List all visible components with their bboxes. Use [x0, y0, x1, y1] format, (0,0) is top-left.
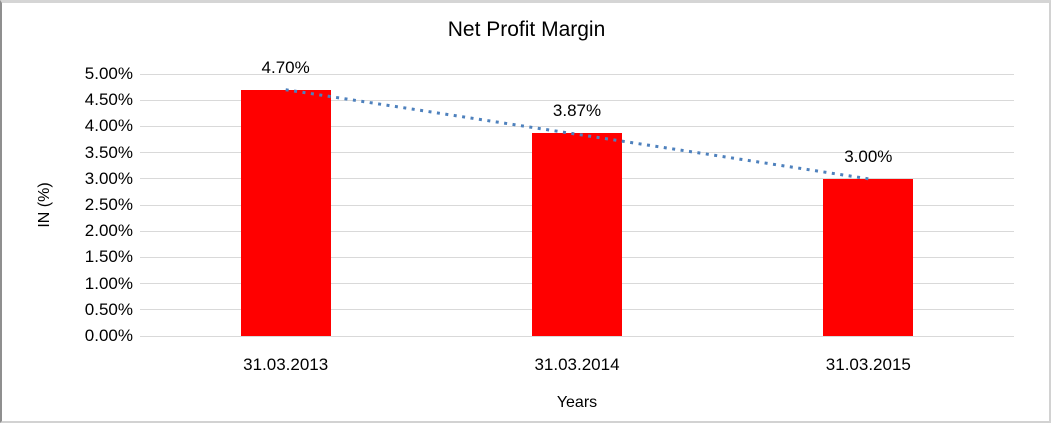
- data-label: 4.70%: [261, 57, 310, 77]
- y-axis-tick-label: 4.50%: [84, 90, 133, 110]
- y-axis-tick-label: 4.00%: [84, 116, 133, 136]
- x-axis-tick-label: 31.03.2015: [825, 355, 911, 374]
- y-axis-tick-label: 3.50%: [84, 142, 133, 162]
- y-axis-tick-label: 2.50%: [84, 195, 133, 214]
- y-axis-tick-label: 0.50%: [84, 299, 133, 319]
- y-axis-tick-label: 2.00%: [84, 221, 133, 241]
- y-axis-title: IN (%): [36, 182, 53, 228]
- x-axis-title: Years: [556, 394, 598, 411]
- y-axis-tick-label: 5.00%: [84, 64, 133, 83]
- y-axis-tick-label: 1.00%: [84, 273, 133, 293]
- data-label: 3.00%: [844, 146, 893, 166]
- x-axis-tick-label: 31.03.2013: [243, 355, 329, 374]
- y-axis-tick-label: 1.50%: [84, 247, 133, 267]
- bar-31.03.2013: [240, 89, 331, 336]
- x-axis-tick-label: 31.03.2014: [534, 355, 620, 374]
- y-axis-tick-label: 3.00%: [84, 168, 133, 188]
- bar-31.03.2015: [823, 178, 914, 336]
- bar-31.03.2014: [532, 133, 622, 336]
- chart-title: Net Profit Margin: [447, 18, 606, 41]
- data-label: 3.87%: [552, 101, 602, 121]
- y-axis-tick-label: 0.00%: [84, 326, 133, 345]
